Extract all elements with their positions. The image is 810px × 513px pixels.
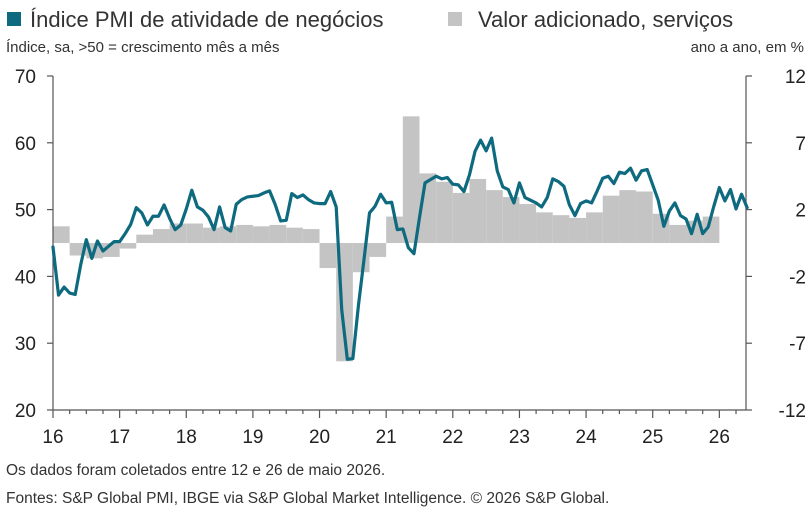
x-tick-label: 22 [442,427,463,448]
line-legend-swatch [7,12,21,26]
services-bar [602,195,620,243]
x-tick-label: 26 [709,427,730,448]
x-tick-label: 24 [576,427,598,448]
left-tick-label: 40 [15,267,36,288]
services-bar [302,229,320,243]
left-tick-label: 60 [15,134,36,155]
services-bar [486,190,503,243]
footer-note: Os dados foram coletados entre 12 e 26 d… [6,462,386,479]
axes-layer [52,76,747,411]
services-bar [536,212,553,243]
right-tick-label: -2 [789,267,806,288]
x-tick-label: 23 [509,427,530,448]
x-tick-label: 18 [176,427,197,448]
services-bar [369,243,387,257]
services-bar [402,116,420,243]
services-bar [269,224,287,243]
services-bar [619,190,637,243]
right-axis-unit: ano a ano, em % [691,39,804,56]
chart-svg: Índice PMI de atividade de negócios Valo… [6,7,806,448]
services-bar [252,226,270,243]
services-bar [136,234,153,243]
services-bar [569,217,587,243]
footer-sources: Fontes: S&P Global PMI, IBGE via S&P Glo… [6,490,610,507]
x-tick-label: 17 [109,427,130,448]
services-bar [469,178,487,243]
right-tick-label: 7 [795,134,806,155]
left-tick-label: 50 [15,201,36,222]
ticks-layer: 70 60 50 40 30 20 12 7 2 -2 -7 -12 16 17 18 19 20 21 22 23 2… [15,67,806,448]
left-axis-unit: Índice, sa, >50 = crescimento mês a mês [6,39,279,56]
bar-legend-label: Valor adicionado, serviços [478,7,733,32]
services-bar [236,224,253,243]
services-bar [386,216,403,243]
pmi-series-line [51,136,749,361]
bars-layer [53,116,720,362]
services-bar [436,181,453,243]
services-bar [319,243,337,269]
x-tick-label: 19 [242,427,263,448]
services-bar [552,215,570,243]
left-tick-label: 30 [15,334,36,355]
x-tick-label: 25 [642,427,663,448]
services-bar [452,192,470,243]
right-tick-label: 12 [785,67,806,88]
services-bar [119,243,137,249]
right-tick-label: -7 [789,334,806,355]
services-bar [586,212,603,243]
services-bar [669,224,687,243]
bar-legend-swatch [448,12,462,26]
services-bar [502,197,520,243]
left-tick-label: 70 [15,67,36,88]
right-tick-label: 2 [795,201,806,222]
services-bar [152,229,170,243]
services-bar [702,216,720,243]
services-bar [519,204,537,243]
line-legend-label: Índice PMI de atividade de negócios [30,7,383,32]
line-layer [51,136,749,361]
services-bar [286,227,303,243]
left-tick-label: 20 [15,401,36,422]
services-bar [53,226,70,243]
x-tick-label: 16 [42,427,63,448]
services-bar [186,223,203,243]
services-bar [202,227,220,243]
services-bar [636,191,653,243]
x-tick-label: 21 [376,427,397,448]
x-tick-label: 20 [309,427,330,448]
right-tick-label: -12 [779,401,806,422]
